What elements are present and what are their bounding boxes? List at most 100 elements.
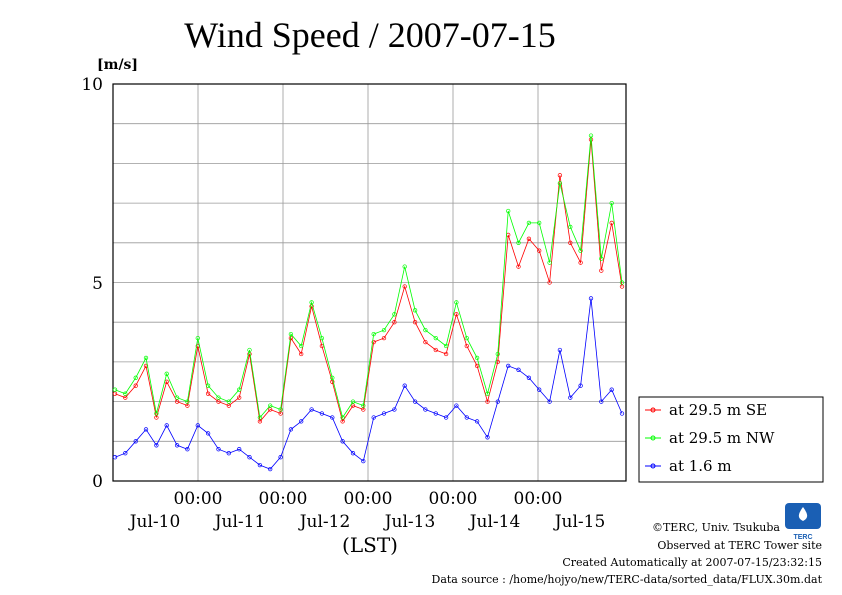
data-point-2 [609,387,614,392]
data-point-2 [154,443,159,448]
x-ticks: 00:00 00:00 00:00 00:00 00:00 Jul-10 Jul… [128,489,606,532]
data-point-2 [392,407,397,412]
legend-label-16: at 1.6 m [669,457,732,475]
data-point-1 [216,395,221,400]
data-point-1 [495,351,500,357]
data-point-2 [143,427,149,432]
data-point-1 [516,240,521,245]
legend: at 29.5 m SE at 29.5 m NW at 1.6 m [638,396,824,483]
data-point-2 [454,403,459,408]
data-point-0 [516,264,521,269]
data-point-2 [619,411,625,416]
data-point-2 [133,439,138,444]
data-point-1 [319,335,325,341]
data-point-0 [392,320,397,325]
data-point-2 [423,407,428,412]
data-point-0 [578,260,583,265]
data-point-2 [174,443,180,448]
data-point-1 [371,331,376,337]
data-point-0 [381,335,387,341]
data-point-1 [381,327,387,333]
data-point-1 [133,375,138,380]
data-point-1 [123,391,128,396]
terc-logo: TERC [785,503,821,541]
data-point-1 [454,300,459,305]
data-point-2 [319,411,325,416]
data-point-0 [537,248,542,253]
legend-marker-16 [650,463,656,469]
x-time-label: 00:00 [259,489,308,509]
data-point-0 [330,379,335,384]
data-point-2 [330,415,335,420]
data-point-1 [247,347,252,353]
data-point-0 [216,399,221,404]
data-point-1 [588,133,594,138]
series-line-0 [114,139,623,423]
data-point-2 [268,466,273,472]
series-line-2 [114,298,623,470]
y-ticks: 0 5 10 [81,75,103,492]
data-point-0 [133,383,138,388]
logo-text: TERC [793,534,812,541]
data-point-2 [474,419,480,424]
data-point-1 [112,387,118,392]
legend-label-se: at 29.5 m SE [669,401,767,419]
y-tick-label: 0 [92,472,103,492]
data-point-1 [423,327,428,333]
data-point-2 [247,455,252,460]
data-point-2 [516,367,521,372]
data-point-2 [381,411,387,416]
data-point-2 [226,451,231,456]
data-point-1 [237,387,242,392]
data-point-1 [268,403,273,408]
data-point-2 [340,439,345,444]
x-time-label: 00:00 [174,489,223,509]
data-point-1 [278,407,283,412]
data-point-2 [361,458,366,464]
data-point-1 [299,343,304,349]
data-point-2 [464,415,469,420]
data-point-0 [154,415,159,420]
data-point-2 [526,375,532,380]
data-point-1 [195,335,200,341]
data-point-1 [205,383,211,388]
x-day-label: Jul-15 [553,512,606,532]
credit-copyright: ©TERC, Univ. Tsukuba [652,521,780,534]
data-point-2 [205,431,211,436]
data-point-1 [433,335,438,341]
data-point-1 [568,224,573,230]
data-point-0 [205,391,211,396]
data-point-0 [464,343,469,349]
data-point-0 [112,391,118,396]
data-point-2 [112,455,118,460]
data-point-1 [340,415,345,420]
data-point-1 [526,220,532,226]
data-point-0 [443,351,449,357]
data-point-1 [557,181,563,186]
credits: ©TERC, Univ. Tsukuba Observed at TERC To… [432,521,823,586]
data-point-0 [526,236,532,241]
legend-label-nw: at 29.5 m NW [669,429,775,447]
data-point-2 [288,427,294,432]
data-point-1 [309,300,314,305]
data-point-1 [474,355,480,361]
data-point-1 [412,308,418,313]
data-point-2 [164,423,169,428]
data-point-1 [464,335,469,341]
credit-created: Created Automatically at 2007-07-15/23:3… [562,556,822,569]
data-point-1 [402,264,407,269]
x-day-label: Jul-12 [298,512,351,532]
data-point-0 [423,339,428,345]
legend-box [638,396,824,483]
data-point-0 [278,411,283,416]
data-point-0 [619,284,625,289]
data-point-2 [599,399,604,404]
x-time-label: 00:00 [429,489,478,509]
x-time-label: 00:00 [514,489,563,509]
data-point-1 [257,415,263,420]
data-point-2 [568,395,573,400]
x-day-label: Jul-11 [213,512,266,532]
data-point-0 [557,173,563,178]
plot-frame [112,83,627,482]
